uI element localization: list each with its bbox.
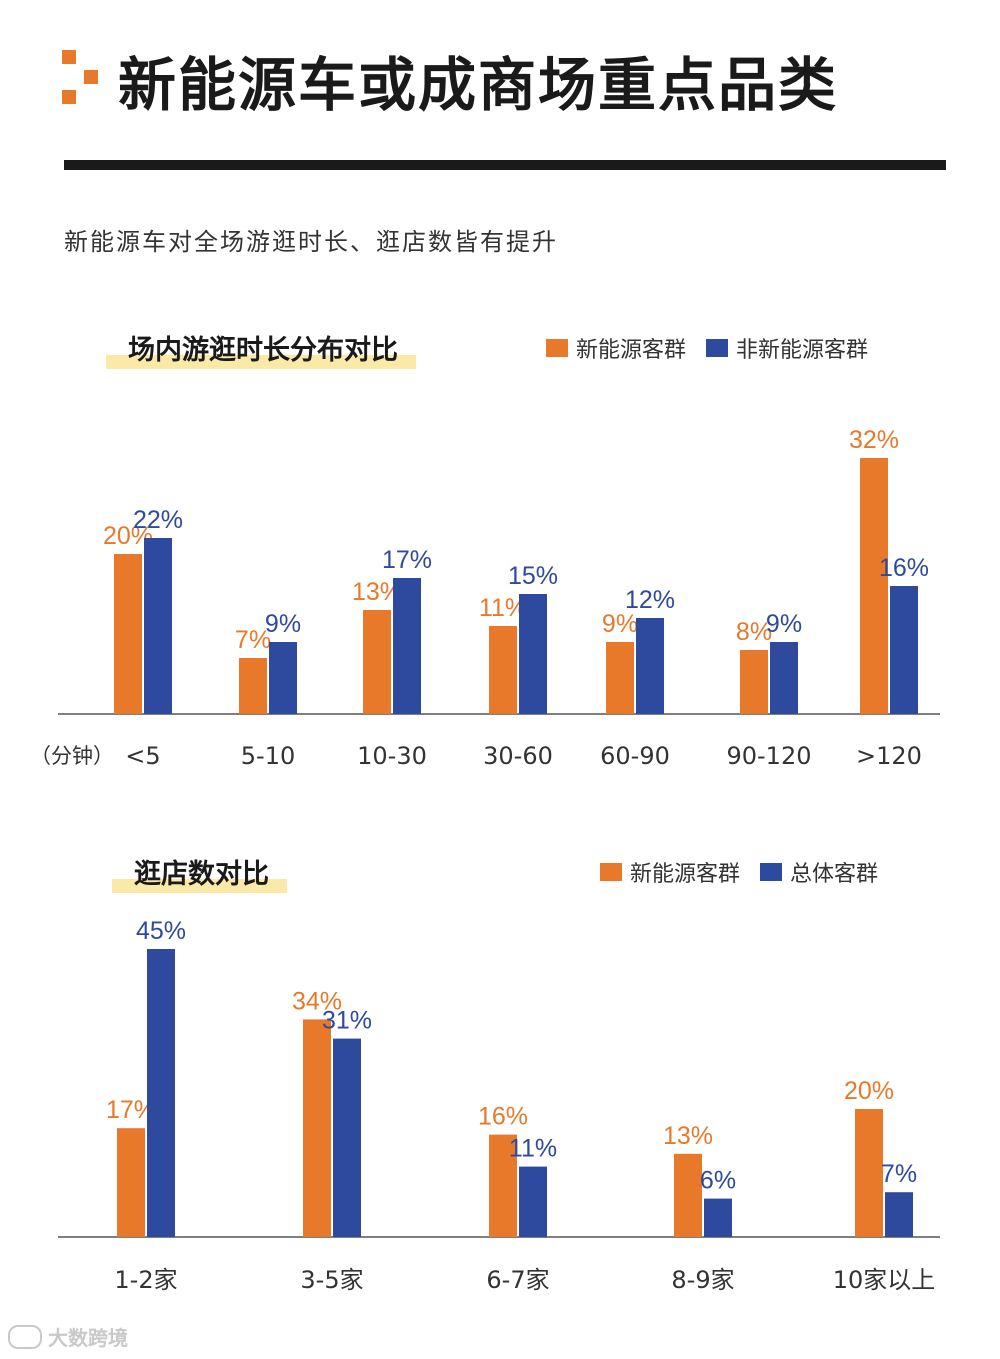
chart2-bar-1-s1	[333, 1038, 361, 1237]
chart1-tick-label-3: 30-60	[483, 742, 553, 770]
legend-swatch-blue	[760, 863, 783, 881]
chart2-data-label-1-s1: 31%	[322, 1007, 372, 1035]
chart1-bar-2-s1	[393, 578, 421, 714]
chart2-data-label-3-s1: 6%	[700, 1167, 736, 1195]
chart2-legend-item-1: 总体客群	[760, 856, 878, 888]
chart1-data-label-6-s1: 16%	[879, 554, 929, 582]
chart2-tick-label-3: 8-9家	[671, 1266, 734, 1294]
chart1-data-label-1-s1: 9%	[265, 610, 301, 638]
chart2-data-label-4-s1: 7%	[881, 1160, 917, 1188]
brand-logo-icon	[62, 50, 98, 104]
chart2-tick-label-1: 3-5家	[300, 1266, 363, 1294]
legend-swatch-orange	[600, 863, 622, 881]
chart1-data-label-0-s1: 22%	[133, 506, 183, 534]
chart1-bar-3-s1	[519, 594, 547, 714]
chart2-legend-label-0: 新能源客群	[630, 862, 741, 887]
chart1-bar-5-s1	[770, 642, 798, 714]
legend-swatch-blue	[706, 339, 729, 357]
chart2-bar-2-s1	[519, 1166, 547, 1237]
chart1-bar-6-s1	[890, 586, 918, 714]
chart2-tick-label-0: 1-2家	[114, 1266, 177, 1294]
chart1-unit-label: （分钟）	[30, 744, 114, 768]
chart1-data-label-5-s1: 9%	[766, 610, 802, 638]
chart1-bar-4-s1	[636, 618, 664, 714]
chart1-data-label-6-s0: 32%	[849, 426, 899, 454]
watermark: 大数跨境	[8, 1322, 128, 1351]
title-divider	[64, 160, 946, 170]
page-subtitle: 新能源车对全场游逛时长、逛店数皆有提升	[64, 228, 558, 256]
chart1-svg: 20%22%<57%9%5-1013%17%10-3011%15%30-609%…	[58, 426, 940, 770]
chart1-tick-label-0: <5	[125, 742, 160, 770]
chart2-bar-3-s0	[674, 1153, 702, 1237]
chart2-bar-3-s1	[704, 1198, 732, 1237]
chart2-bar-4-s0	[855, 1109, 883, 1237]
chart1-bar-5-s0	[740, 650, 768, 714]
chart2-data-label-2-s1: 11%	[509, 1135, 557, 1163]
chart2-title: 逛店数对比	[112, 852, 287, 893]
chart2-data-label-1-s0: 34%	[292, 987, 342, 1015]
chart2-tick-label-2: 6-7家	[486, 1266, 549, 1294]
chart1-tick-label-2: 10-30	[357, 742, 427, 770]
chart1-legend-item-0: 新能源客群	[546, 332, 686, 364]
chart1-data-label-4-s0: 9%	[602, 610, 638, 638]
chart2-bar-0-s1	[147, 949, 175, 1237]
chart1-bar-1-s1	[269, 642, 297, 714]
chart1-legend-item-1: 非新能源客群	[706, 332, 868, 364]
chart1-data-label-4-s1: 12%	[625, 586, 675, 614]
chart1-bar-0-s0	[114, 554, 142, 714]
chart1-data-label-3-s1: 15%	[508, 562, 558, 590]
chart1-title: 场内游逛时长分布对比	[106, 328, 416, 369]
chart2-bar-1-s0	[303, 1019, 331, 1237]
legend-swatch-orange	[546, 339, 568, 357]
chart2-legend-item-0: 新能源客群	[600, 856, 740, 888]
chart1-bar-6-s0	[860, 458, 888, 714]
chart2-bar-0-s0	[117, 1128, 145, 1237]
chart2-data-label-3-s0: 13%	[663, 1122, 713, 1150]
chart1-legend: 新能源客群 非新能源客群	[546, 332, 888, 364]
watermark-text: 大数跨境	[48, 1326, 128, 1350]
chart1-bar-1-s0	[239, 658, 267, 714]
chart2-data-label-4-s0: 20%	[844, 1077, 894, 1105]
chart2-tick-label-4: 10家以上	[833, 1266, 936, 1294]
chart1-data-label-2-s1: 17%	[382, 546, 432, 574]
chart1-legend-label-1: 非新能源客群	[736, 338, 869, 363]
chart1-tick-label-4: 60-90	[600, 742, 670, 770]
chart2-legend-label-1: 总体客群	[790, 862, 879, 887]
chart1-data-label-1-s0: 7%	[235, 626, 271, 654]
chart1-tick-label-5: 90-120	[726, 742, 811, 770]
chart2-data-label-2-s0: 16%	[478, 1103, 528, 1131]
chart1-bar-0-s1	[144, 538, 172, 714]
page-title: 新能源车或成商场重点品类	[118, 51, 839, 119]
chart1-bar-3-s0	[489, 626, 517, 714]
chart2-bar-2-s0	[489, 1134, 517, 1237]
chart1-tick-label-1: 5-10	[241, 742, 295, 770]
chart1-tick-label-6: >120	[856, 742, 922, 770]
chart2-legend: 新能源客群 总体客群	[600, 856, 898, 888]
chart2-data-label-0-s1: 45%	[136, 917, 186, 945]
chart1-legend-label-0: 新能源客群	[576, 338, 687, 363]
chart1-bar-2-s0	[363, 610, 391, 714]
chart1-data-label-5-s0: 8%	[736, 618, 772, 646]
cloud-logo-icon	[8, 1324, 42, 1349]
chart2-bar-4-s1	[885, 1192, 913, 1237]
chart1-bar-4-s0	[606, 642, 634, 714]
